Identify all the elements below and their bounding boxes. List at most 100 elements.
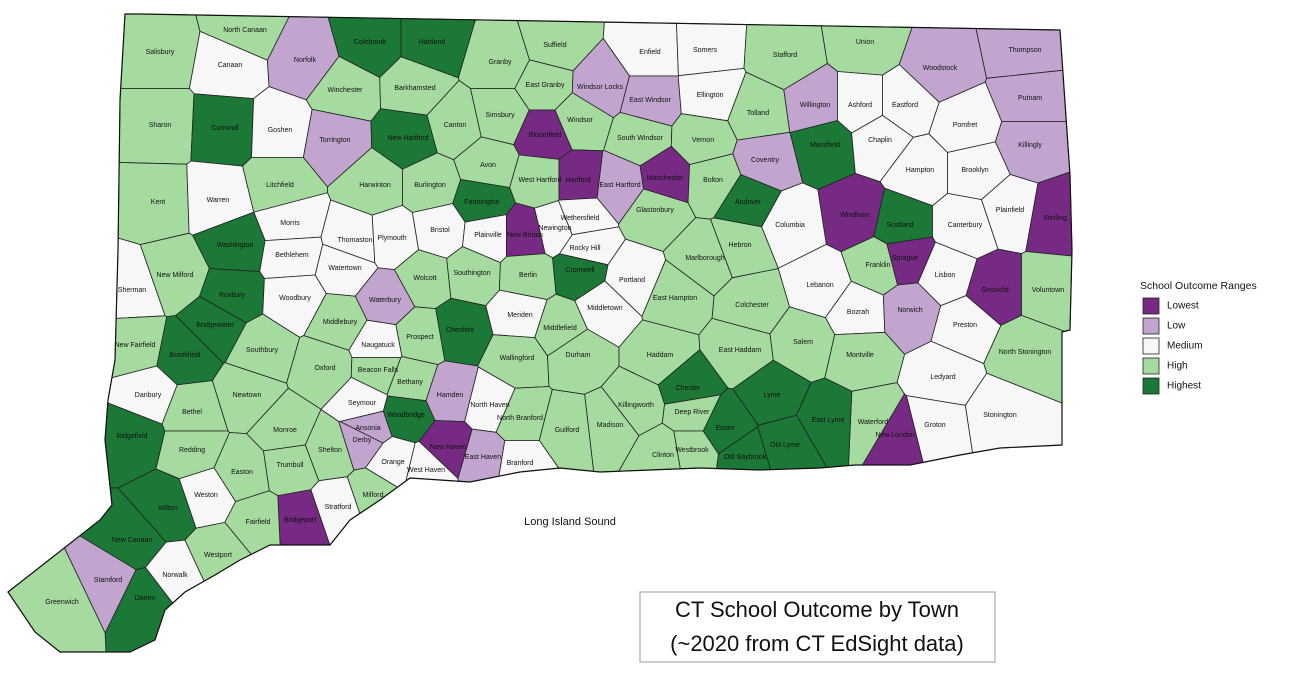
town-label: Sterling — [1043, 215, 1067, 222]
town-label: Hartland — [419, 39, 446, 46]
legend-swatch — [1142, 317, 1160, 335]
town-label: Scotland — [886, 222, 913, 229]
town-label: Groton — [924, 422, 946, 429]
town-label: Waterford — [858, 419, 889, 426]
town-label: Morris — [280, 220, 300, 227]
title-line: CT School Outcome by Town — [675, 597, 959, 622]
legend-swatch — [1142, 297, 1160, 315]
town-label: Brookfield — [169, 352, 200, 359]
town-label: Kent — [151, 199, 165, 206]
town-label: Middletown — [587, 305, 623, 312]
town-label: East Hartford — [599, 182, 640, 189]
town-label: Shelton — [318, 447, 342, 454]
town-label: Meriden — [507, 312, 532, 319]
town-label: Manchester — [647, 175, 684, 182]
town-label: Bethlehem — [275, 252, 309, 259]
town-label: Watertown — [328, 265, 361, 272]
town-label: Wilton — [158, 505, 178, 512]
town-label: North Haven — [470, 402, 509, 409]
town-label: Glastonbury — [636, 207, 674, 214]
town-label: Salem — [793, 339, 813, 346]
town-label: Barkhamsted — [394, 85, 435, 92]
town-label: Bloomfield — [529, 132, 562, 139]
town-label: Cornwall — [211, 125, 239, 132]
town-label: Sherman — [118, 287, 147, 294]
town-label: Madison — [597, 422, 624, 429]
town-label: Lyme — [764, 392, 781, 399]
town-label: Canterbury — [948, 222, 983, 229]
town-label: Middlefield — [543, 325, 577, 332]
town-label: East Windsor — [629, 97, 671, 104]
town-label: West Haven — [407, 467, 445, 474]
town-label: Andover — [735, 199, 762, 206]
town-label: Windsor — [567, 117, 593, 124]
town-label: Plymouth — [377, 235, 406, 242]
town-label: Montville — [846, 352, 874, 359]
town-label: Farmington — [464, 199, 500, 206]
town-label: Easton — [231, 469, 253, 476]
town-label: Hampton — [906, 167, 935, 174]
town-label: Westport — [204, 552, 232, 559]
town-label: Bolton — [703, 177, 723, 184]
state-outline — [7, 13, 1073, 653]
town-label: Rocky Hill — [569, 245, 601, 252]
town-label: Colebrook — [354, 39, 386, 46]
town-label: Harwinton — [359, 182, 391, 189]
legend-label: Low — [1167, 321, 1186, 332]
town-label: Hartford — [565, 177, 590, 184]
town-label: Brooklyn — [961, 167, 988, 174]
town-label: Essex — [715, 425, 735, 432]
town-label: New Hartford — [387, 135, 428, 142]
town-label: Weston — [194, 492, 218, 499]
town-label: Warren — [207, 197, 230, 204]
town-label: South Windsor — [617, 135, 664, 142]
town-label: Bristol — [430, 227, 450, 234]
town-label: East Hampton — [653, 295, 697, 302]
town-label: Norwalk — [162, 572, 188, 579]
town-label: New Haven — [430, 444, 466, 451]
town-label: Salisbury — [146, 49, 175, 56]
town-label: Milford — [362, 492, 383, 499]
town-label: Bridgeport — [284, 517, 316, 524]
town-label: West Hartford — [518, 177, 561, 184]
town-label: Beacon Falls — [358, 367, 399, 374]
legend-label: Highest — [1167, 381, 1201, 392]
town-label: Wethersfield — [561, 215, 600, 222]
town-label: Woodstock — [923, 65, 958, 72]
town-label: Union — [856, 39, 874, 46]
town-label: Darien — [135, 595, 156, 602]
town-label: Bozrah — [847, 309, 869, 316]
town-label: Griswold — [981, 287, 1008, 294]
towns — [7, 13, 1073, 653]
town-label: New Fairfield — [115, 342, 156, 349]
town-label: Greenwich — [45, 599, 79, 606]
town-label: Prospect — [406, 334, 434, 341]
town-label: Woodbridge — [387, 412, 425, 419]
town-labels: Salisbury North Canaan Canaan Norfolk Colebr… — [45, 27, 1067, 606]
town-label: Franklin — [866, 262, 891, 269]
town-label: North Stonington — [999, 349, 1052, 356]
town-label: Derby — [353, 437, 372, 444]
town-label: Guilford — [555, 427, 580, 434]
town-label: Marlborough — [685, 255, 724, 262]
town-label: Mansfield — [810, 142, 840, 149]
town-label: Killingly — [1018, 142, 1042, 149]
town-label: Eastford — [892, 102, 918, 109]
town-label: Danbury — [135, 392, 162, 399]
legend-label: Lowest — [1167, 301, 1199, 312]
town-label: Ridgefield — [116, 433, 147, 440]
town-label: Sprague — [892, 255, 919, 262]
town-label: Stonington — [983, 412, 1017, 419]
town-label: Oxford — [314, 365, 335, 372]
town-label: Waterbury — [369, 297, 402, 304]
town-label: Stafford — [773, 52, 797, 59]
town-label: Bridgewater — [196, 322, 234, 329]
town-label: Killingworth — [618, 402, 654, 409]
town-label: Columbia — [775, 222, 805, 229]
title-line: (~2020 from CT EdSight data) — [670, 631, 964, 656]
town-label: Bethel — [182, 409, 202, 416]
town-label: Vernon — [692, 137, 714, 144]
town-label: Stratford — [325, 504, 352, 511]
town-label: Hebron — [729, 242, 752, 249]
town-label: Plainfield — [996, 207, 1025, 214]
